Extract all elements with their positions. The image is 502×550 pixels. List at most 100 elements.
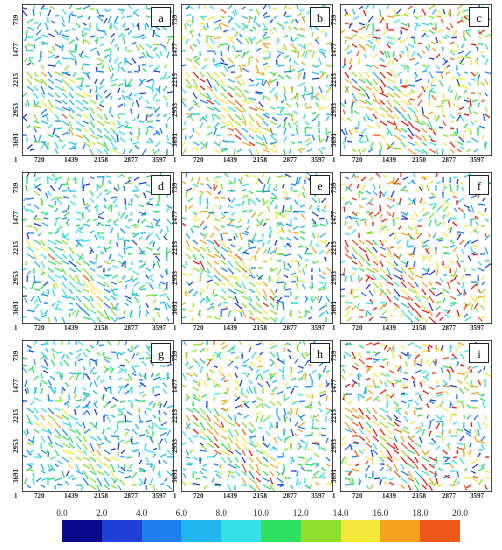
vector-arrowhead <box>147 7 149 10</box>
vector-arrow <box>318 239 325 244</box>
vector-arrowhead <box>425 244 428 247</box>
vector-arrow <box>192 260 200 265</box>
vector-arrowhead <box>88 5 91 7</box>
vector-arrowhead <box>314 225 317 228</box>
vector-arrowhead <box>121 90 124 92</box>
vector-arrowhead <box>206 101 208 104</box>
vector-arrowhead <box>224 298 227 301</box>
vector-arrowhead <box>118 65 120 68</box>
vector-arrowhead <box>122 37 125 39</box>
vector-arrowhead <box>210 276 213 279</box>
vector-arrowhead <box>312 222 315 225</box>
vector-arrowhead <box>277 302 280 305</box>
vector-arrow <box>262 80 267 87</box>
vector-arrowhead <box>155 219 158 222</box>
vector-arrow <box>37 296 42 304</box>
vector-arrowhead <box>139 310 142 313</box>
vector-arrowhead <box>135 45 138 47</box>
vector-arrow <box>54 246 63 251</box>
vector-arrowhead <box>243 51 246 54</box>
vector-arrowhead <box>354 198 357 201</box>
vector-arrow <box>227 78 235 83</box>
vector-arrowhead <box>61 270 64 273</box>
vector-arrow <box>213 239 220 247</box>
vector-arrow <box>188 5 194 10</box>
vector-arrowhead <box>316 214 319 217</box>
vector-arrowhead <box>56 147 59 149</box>
vector-arrow <box>379 99 385 105</box>
vector-arrow <box>96 274 105 279</box>
vector-arrowhead <box>367 39 370 42</box>
vector-arrowhead <box>117 236 120 239</box>
x-tick-label: 2877 <box>124 324 138 332</box>
vector-arrowhead <box>392 218 395 221</box>
vector-arrow <box>33 304 39 311</box>
vector-arrowhead <box>128 239 131 242</box>
vector-arrow <box>33 260 40 267</box>
vector-arrowhead <box>226 25 228 28</box>
vector-arrow <box>269 148 278 153</box>
vector-arrow <box>26 309 34 313</box>
vector-arrowhead <box>411 179 414 182</box>
vector-arrow <box>227 120 234 127</box>
vector-arrowhead <box>472 243 475 246</box>
vector-arrow <box>159 293 166 297</box>
vector-arrowhead <box>251 17 254 20</box>
vector-arrowhead <box>111 115 114 118</box>
vector-arrowhead <box>81 213 84 216</box>
vector-arrow <box>82 281 89 288</box>
vector-arrowhead <box>91 279 94 281</box>
vector-arrowhead <box>272 199 274 202</box>
vector-arrow <box>323 281 327 289</box>
vector-arrowhead <box>288 26 291 28</box>
vector-arrowhead <box>328 300 331 303</box>
vector-arrow <box>36 29 42 35</box>
vector-arrow <box>484 142 487 150</box>
vector-arrow <box>83 239 91 242</box>
vector-arrowhead <box>326 312 329 315</box>
vector-arrowhead <box>184 24 187 26</box>
vector-arrowhead <box>370 252 373 255</box>
vector-arrowhead <box>251 192 254 195</box>
vector-arrow <box>114 57 119 63</box>
vector-arrowhead <box>464 39 467 42</box>
vector-arrow <box>125 126 133 129</box>
vector-arrowhead <box>216 98 219 101</box>
vector-arrow <box>414 120 423 125</box>
vector-arrowhead <box>484 207 487 210</box>
vector-arrowhead <box>160 131 163 134</box>
vector-arrowhead <box>428 46 431 49</box>
vector-arrowhead <box>72 178 75 181</box>
vector-arrowhead <box>432 12 434 15</box>
vector-arrow <box>81 176 84 183</box>
vector-arrow <box>157 197 161 205</box>
vector-arrow <box>361 183 367 190</box>
vector-arrow <box>484 34 491 38</box>
vector-arrowhead <box>63 321 66 323</box>
vector-arrow <box>45 23 49 31</box>
vector-arrowhead <box>299 193 302 195</box>
vector-arrowhead <box>75 43 78 46</box>
vector-arrow <box>234 92 241 98</box>
vector-arrowhead <box>51 106 54 108</box>
vector-arrowhead <box>156 249 159 252</box>
vector-arrowhead <box>458 61 461 64</box>
vector-arrowhead <box>128 268 131 271</box>
vector-arrowhead <box>275 95 278 98</box>
vector-arrowhead <box>313 50 315 53</box>
vector-arrowhead <box>402 85 404 88</box>
vector-arrowhead <box>56 307 58 310</box>
vector-arrowhead <box>297 210 300 213</box>
vector-arrowhead <box>271 279 274 282</box>
vector-panel-b: b 739 1477 2215 2953 3691 1 720 1439 2158 2877 3597 <box>171 2 333 168</box>
vector-arrowhead <box>411 245 414 248</box>
vector-arrow <box>213 128 217 136</box>
vector-arrowhead <box>402 40 405 43</box>
vector-arrowhead <box>317 73 320 75</box>
vector-arrowhead <box>407 25 410 28</box>
vector-arrowhead <box>44 22 47 25</box>
vector-arrow <box>458 197 465 203</box>
vector-arrowhead <box>120 216 122 219</box>
vector-arrow <box>199 268 204 276</box>
vector-panel-a: a 739 1477 2215 2953 3691 1 720 1439 2158 2877 3597 <box>12 2 174 168</box>
